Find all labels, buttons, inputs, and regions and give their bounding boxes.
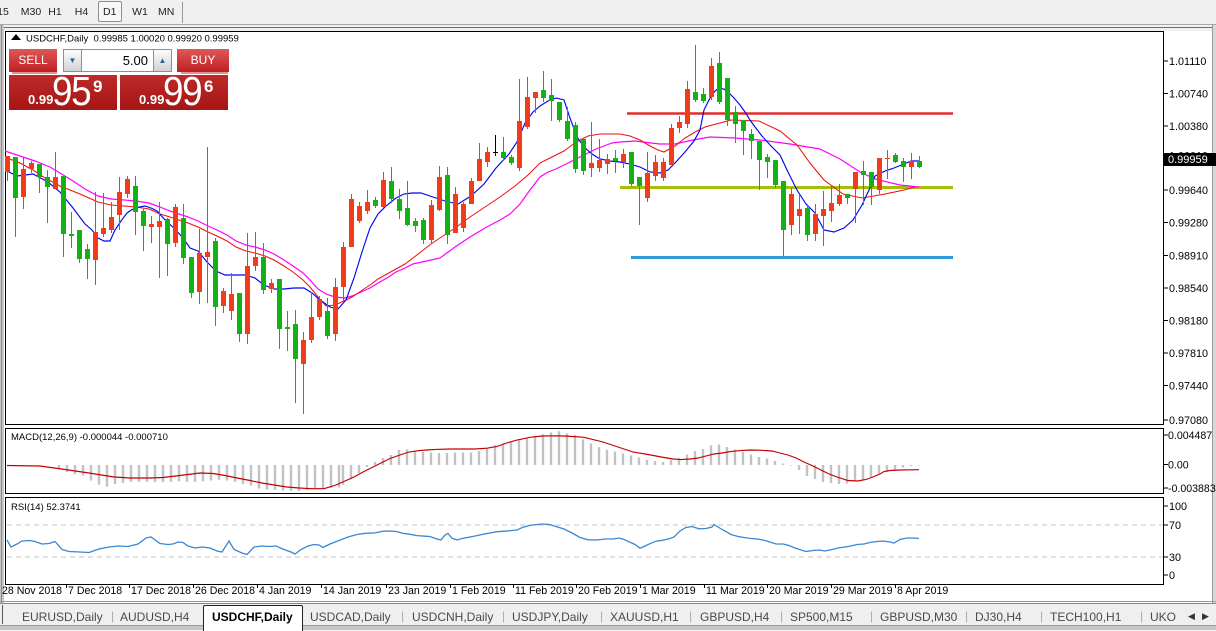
svg-text:1 Feb 2019: 1 Feb 2019 [452, 585, 506, 597]
svg-text:23 Jan 2019: 23 Jan 2019 [388, 585, 446, 597]
svg-text:26 Dec 2018: 26 Dec 2018 [195, 585, 255, 597]
svg-text:0.98180: 0.98180 [1169, 316, 1208, 328]
svg-text:MACD(12,26,9) -0.000044 -0.000: MACD(12,26,9) -0.000044 -0.000710 [11, 432, 168, 443]
svg-text:11 Mar 2019: 11 Mar 2019 [706, 585, 765, 597]
svg-text:1.01110: 1.01110 [1169, 56, 1206, 68]
svg-text:0.98910: 0.98910 [1169, 251, 1208, 263]
svg-text:0.99640: 0.99640 [1169, 185, 1208, 197]
svg-text:0.00: 0.00 [1168, 460, 1189, 472]
svg-text:20 Mar 2019: 20 Mar 2019 [769, 585, 829, 597]
svg-text:0.99280: 0.99280 [1169, 218, 1208, 230]
svg-text:8 Apr 2019: 8 Apr 2019 [897, 585, 948, 597]
svg-text:4 Jan 2019: 4 Jan 2019 [259, 585, 312, 597]
svg-text:17 Dec 2018: 17 Dec 2018 [131, 585, 191, 597]
svg-text:1.00380: 1.00380 [1169, 121, 1208, 133]
svg-text:11 Feb 2019: 11 Feb 2019 [515, 585, 574, 597]
svg-text:14 Jan 2019: 14 Jan 2019 [323, 585, 381, 597]
svg-text:0.97440: 0.97440 [1169, 381, 1208, 393]
svg-text:20 Feb 2019: 20 Feb 2019 [578, 585, 638, 597]
svg-text:0.97810: 0.97810 [1169, 348, 1208, 360]
svg-text:-0.003883: -0.003883 [1168, 483, 1216, 495]
svg-text:0.98540: 0.98540 [1169, 283, 1208, 295]
svg-text:USDCHF,Daily 0.99985 1.00020: USDCHF,Daily 0.99985 1.00020 0.99920 0.9… [26, 34, 239, 45]
svg-text:RSI(14) 52.3741: RSI(14) 52.3741 [11, 502, 81, 513]
svg-text:0.97080: 0.97080 [1169, 415, 1208, 427]
svg-text:7 Dec 2018: 7 Dec 2018 [68, 585, 122, 597]
svg-text:28 Nov 2018: 28 Nov 2018 [2, 585, 62, 597]
svg-text:1.00740: 1.00740 [1169, 89, 1208, 101]
svg-text:100: 100 [1169, 501, 1187, 513]
svg-text:70: 70 [1169, 520, 1181, 532]
svg-text:1 Mar 2019: 1 Mar 2019 [642, 585, 696, 597]
svg-text:0: 0 [1169, 570, 1175, 582]
svg-text:29 Mar 2019: 29 Mar 2019 [833, 585, 893, 597]
svg-text:30: 30 [1169, 552, 1181, 564]
svg-text:0.004487: 0.004487 [1168, 430, 1212, 442]
svg-text:0.99959: 0.99959 [1168, 154, 1208, 166]
